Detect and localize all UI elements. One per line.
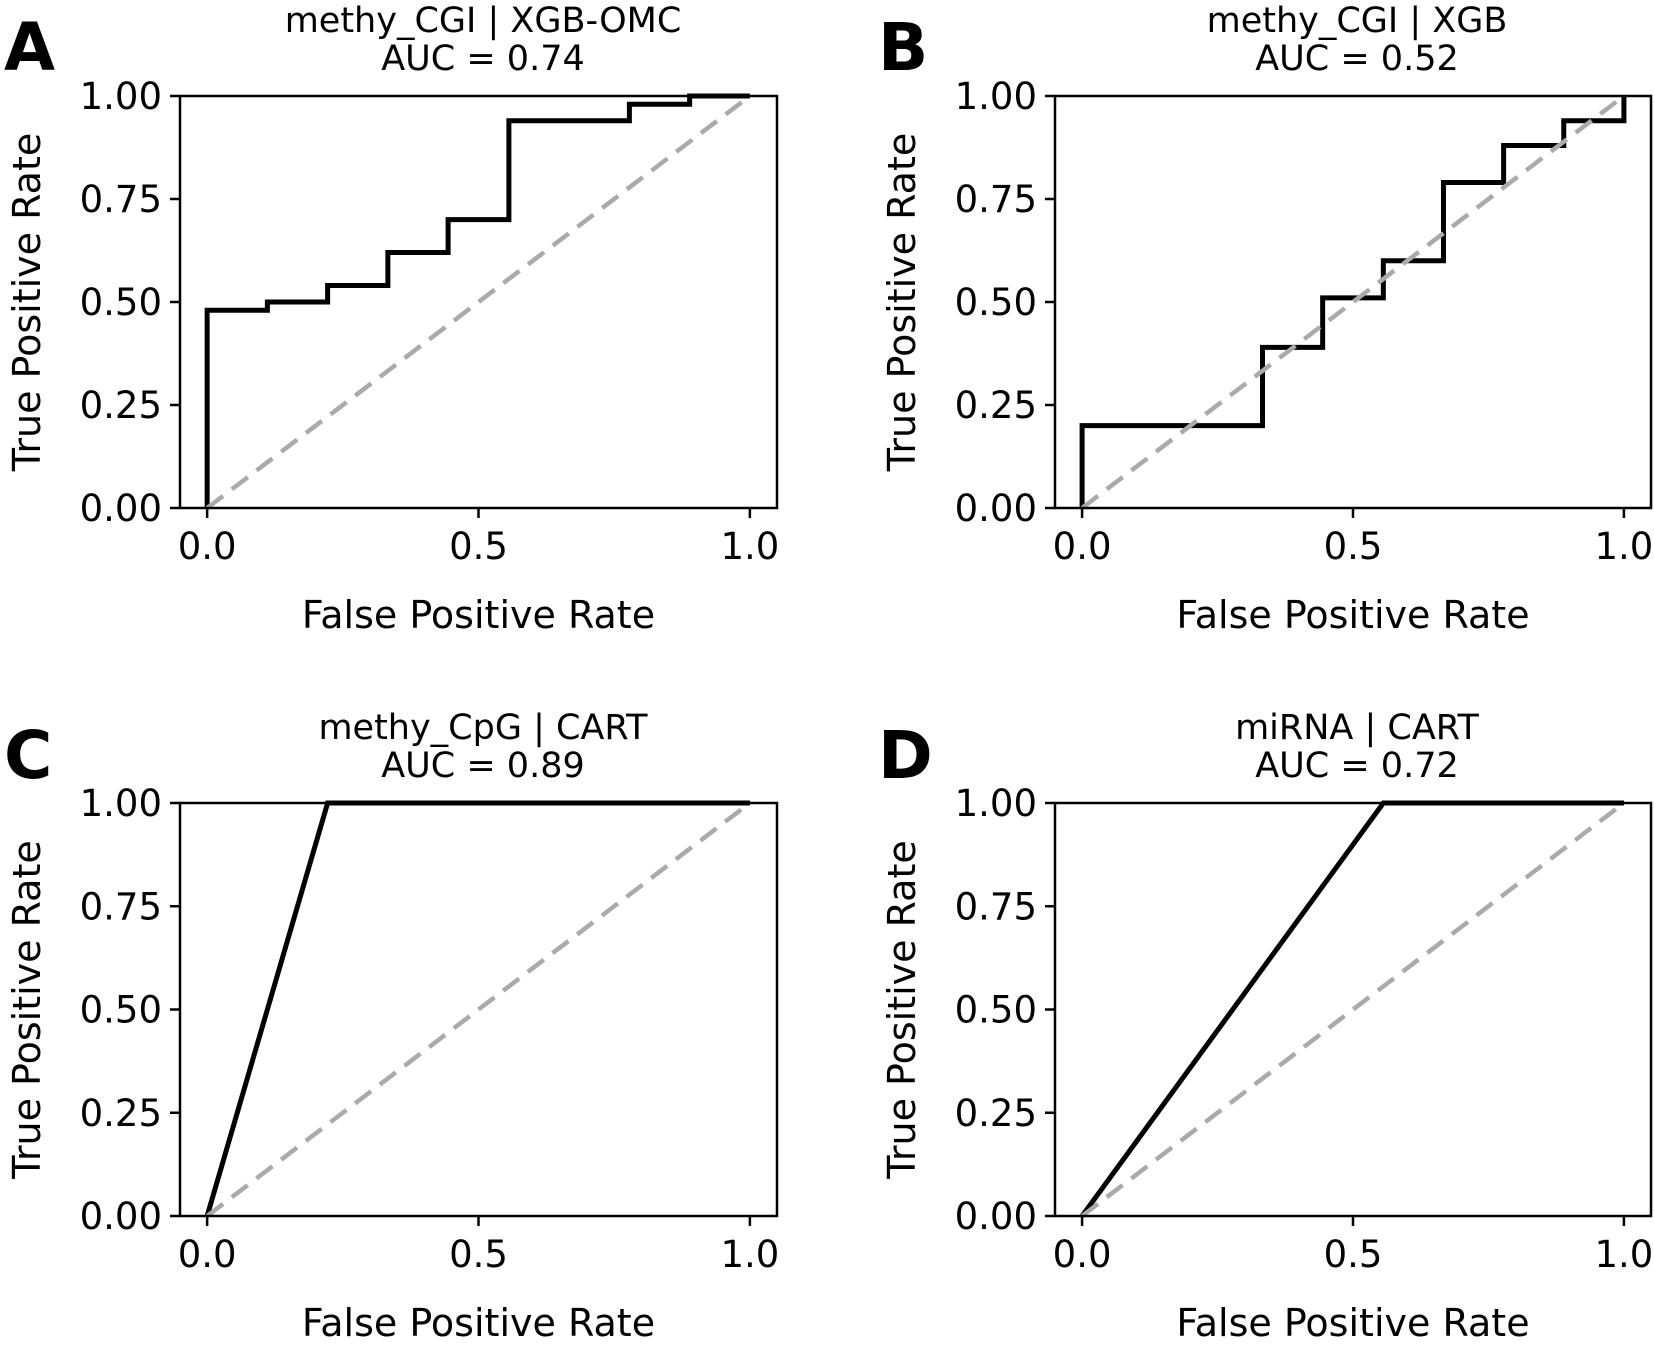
panel-label: A <box>4 9 55 86</box>
x-tick-label: 0.5 <box>449 1233 508 1276</box>
chart-title: miRNA | CART <box>1235 708 1479 748</box>
chart-title: methy_CpG | CART <box>318 708 648 748</box>
chance-diagonal-line <box>205 94 752 510</box>
y-tick-label: 1.00 <box>80 782 162 825</box>
chance-diagonal-line <box>205 801 752 1218</box>
roc-curve-line <box>204 93 750 508</box>
x-axis-label: False Positive Rate <box>302 593 655 637</box>
x-tick-label: 1.0 <box>1594 1233 1653 1276</box>
chance-diagonal-line <box>1080 94 1626 510</box>
auc-label: AUC = 0.52 <box>1255 39 1459 79</box>
y-tick-label: 0.50 <box>80 989 162 1032</box>
y-axis-label: True Positive Rate <box>880 133 924 473</box>
chart-title: methy_CGI | XGB-OMC <box>285 1 682 41</box>
y-tick-label: 0.25 <box>80 384 162 427</box>
chart-title: methy_CGI | XGB <box>1207 1 1508 41</box>
x-axis-label: False Positive Rate <box>302 1301 655 1345</box>
axes-frame <box>1053 94 1653 510</box>
y-tick-label: 0.75 <box>955 885 1037 928</box>
y-tick-label: 0.75 <box>80 178 162 221</box>
chance-diagonal-line <box>1080 801 1626 1218</box>
panel-label: D <box>878 717 933 794</box>
y-axis-label: True Positive Rate <box>5 133 49 473</box>
auc-label: AUC = 0.89 <box>381 746 585 786</box>
x-tick-label: 0.0 <box>1053 525 1112 568</box>
y-tick-label: 0.00 <box>80 487 162 530</box>
y-axis-label: True Positive Rate <box>5 840 49 1180</box>
y-tick-label: 0.25 <box>955 1092 1037 1135</box>
y-tick-label: 0.00 <box>955 487 1037 530</box>
y-tick-label: 0.00 <box>955 1195 1037 1238</box>
x-axis-label: False Positive Rate <box>1176 593 1529 637</box>
panel-label: C <box>4 717 52 794</box>
y-tick-label: 0.25 <box>955 384 1037 427</box>
y-tick-label: 1.00 <box>80 75 162 118</box>
x-tick-label: 1.0 <box>720 525 779 568</box>
roc-curve-line <box>1079 96 1627 508</box>
y-tick-label: 0.00 <box>80 1195 162 1238</box>
y-tick-label: 1.00 <box>955 782 1037 825</box>
y-tick-label: 0.75 <box>80 885 162 928</box>
auc-label: AUC = 0.72 <box>1255 746 1459 786</box>
x-tick-label: 0.0 <box>178 1233 237 1276</box>
y-tick-label: 0.50 <box>80 281 162 324</box>
axes-frame <box>1053 801 1653 1218</box>
y-tick-label: 1.00 <box>955 75 1037 118</box>
x-tick-label: 1.0 <box>1594 525 1653 568</box>
x-axis-label: False Positive Rate <box>1176 1301 1529 1345</box>
y-tick-label: 0.25 <box>80 1092 162 1135</box>
y-tick-label: 0.50 <box>955 989 1037 1032</box>
y-axis-label: True Positive Rate <box>880 840 924 1180</box>
x-tick-label: 0.5 <box>1324 525 1383 568</box>
x-tick-label: 0.5 <box>449 525 508 568</box>
y-tick-label: 0.75 <box>955 178 1037 221</box>
y-tick-label: 0.50 <box>955 281 1037 324</box>
x-tick-label: 0.5 <box>1324 1233 1383 1276</box>
x-tick-label: 0.0 <box>1053 1233 1112 1276</box>
x-tick-label: 0.0 <box>178 525 237 568</box>
x-tick-label: 1.0 <box>720 1233 779 1276</box>
panel-label: B <box>878 9 928 86</box>
auc-label: AUC = 0.74 <box>381 39 585 79</box>
